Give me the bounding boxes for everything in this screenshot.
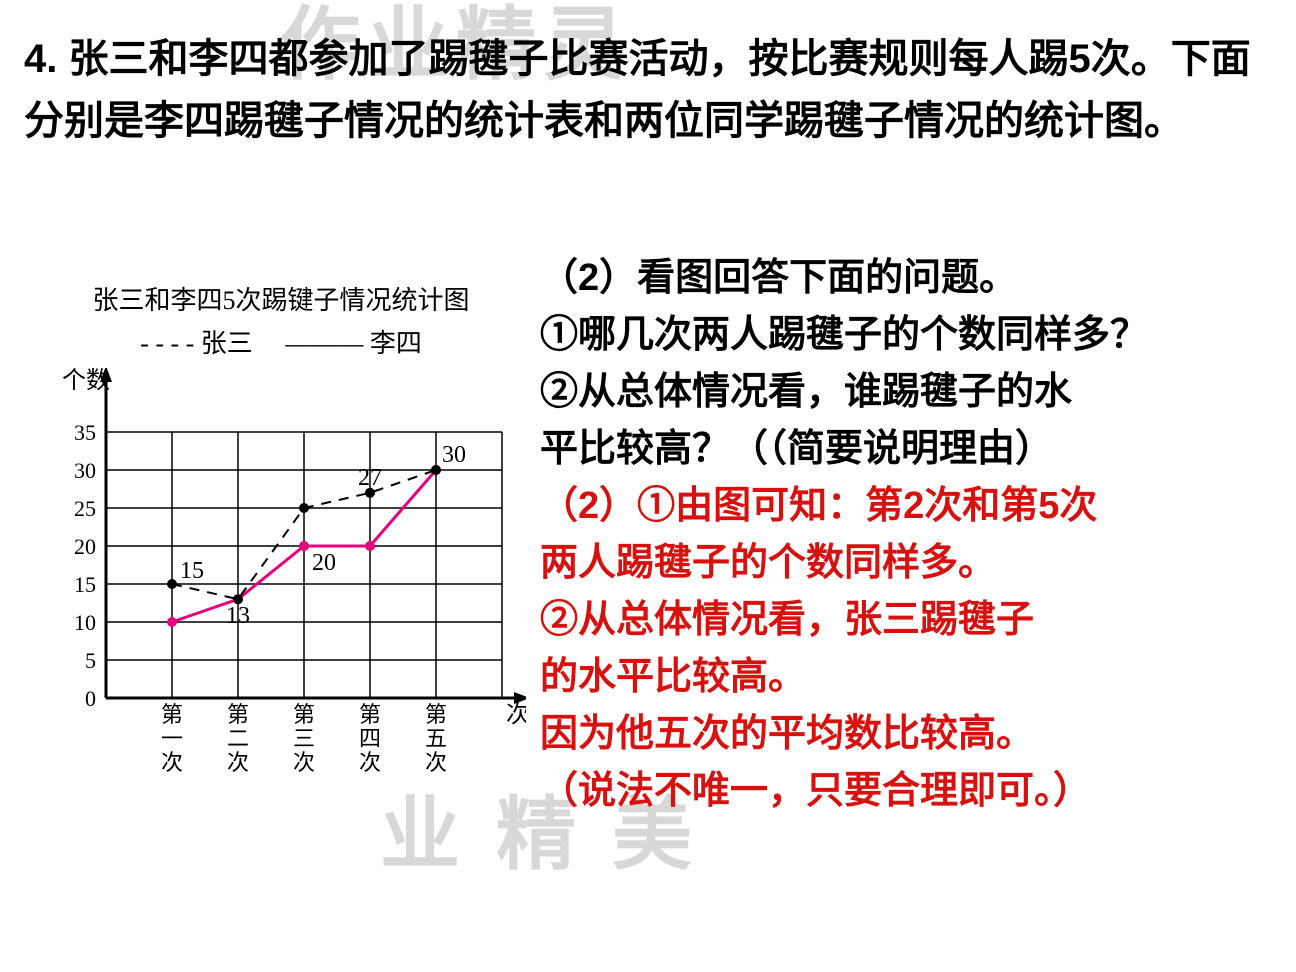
question-stem: 4. 张三和李四都参加了踢毽子比赛活动，按比赛规则每人踢5次。下面分别是李四踢毽…	[24, 28, 1264, 152]
svg-text:35: 35	[74, 420, 96, 445]
subquestion-2-heading: （2）看图回答下面的问题。	[540, 250, 1280, 307]
svg-text:次: 次	[425, 750, 447, 775]
svg-text:第: 第	[359, 702, 381, 727]
svg-text:第: 第	[425, 702, 447, 727]
answer-2-4: （说法不唯一，只要合理即可。）	[540, 763, 1280, 820]
answer-2-2a: ②从总体情况看，张三踢毽子	[540, 592, 1280, 649]
chart-svg: 个数05101520253035第一次第二次第三次第四次第五次次数1320152…	[36, 368, 526, 798]
svg-text:次: 次	[161, 750, 183, 775]
subquestion-2-2a: ②从总体情况看，谁踢毽子的水	[540, 364, 1280, 421]
svg-text:30: 30	[74, 458, 96, 483]
svg-text:0: 0	[85, 686, 96, 711]
legend-dashed-glyph: - - - -	[140, 329, 194, 358]
svg-text:15: 15	[180, 558, 204, 584]
svg-text:27: 27	[358, 465, 382, 491]
svg-text:一: 一	[161, 726, 183, 751]
svg-text:20: 20	[74, 534, 96, 559]
subquestion-2-1: ①哪几次两人踢毽子的个数同样多？	[540, 307, 1280, 364]
chart: 张三和李四5次踢键子情况统计图 - - - - 张三 ——— 李四 个数0510…	[36, 280, 526, 798]
legend-solid-glyph: ———	[285, 329, 363, 358]
right-column: （2）看图回答下面的问题。 ①哪几次两人踢毽子的个数同样多？ ②从总体情况看，谁…	[540, 250, 1280, 820]
svg-text:20: 20	[312, 550, 336, 576]
answer-2-1b: 两人踢毽子的个数同样多。	[540, 535, 1280, 592]
svg-text:25: 25	[74, 496, 96, 521]
legend-solid-label: 李四	[370, 329, 422, 358]
svg-text:三: 三	[293, 726, 315, 751]
svg-text:第: 第	[227, 702, 249, 727]
svg-text:第: 第	[293, 702, 315, 727]
svg-text:次: 次	[293, 750, 315, 775]
chart-legend: - - - - 张三 ——— 李四	[36, 323, 526, 360]
answer-2-2b: 的水平比较高。	[540, 649, 1280, 706]
svg-text:五: 五	[425, 726, 447, 751]
chart-title: 张三和李四5次踢键子情况统计图	[36, 280, 526, 317]
svg-text:15: 15	[74, 572, 96, 597]
svg-text:5: 5	[85, 648, 96, 673]
svg-text:第: 第	[161, 702, 183, 727]
svg-text:次数: 次数	[506, 701, 526, 728]
answer-2-3: 因为他五次的平均数比较高。	[540, 706, 1280, 763]
svg-text:次: 次	[359, 750, 381, 775]
subquestion-2-2b: 平比较高？（（简要说明理由）	[540, 421, 1280, 478]
answer-2-1a: （2）①由图可知：第2次和第5次	[540, 478, 1280, 535]
svg-text:次: 次	[227, 750, 249, 775]
svg-text:四: 四	[359, 726, 381, 751]
legend-dashed-label: 张三	[201, 329, 253, 358]
svg-text:30: 30	[442, 442, 466, 468]
svg-text:10: 10	[74, 610, 96, 635]
svg-text:二: 二	[227, 726, 249, 751]
svg-text:13: 13	[226, 603, 250, 629]
